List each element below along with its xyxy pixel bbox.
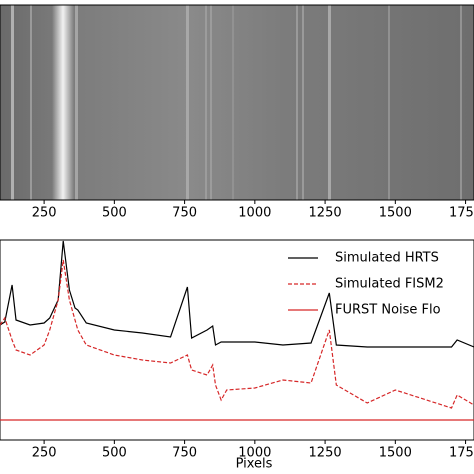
x-tick-label: 1000 (238, 206, 271, 221)
x-tick-label: 1750 (449, 206, 474, 221)
spectral-image (0, 4, 474, 201)
x-tick-label: 1000 (238, 446, 271, 461)
x-tick-label: 750 (172, 446, 197, 461)
x-tick-label: 500 (102, 206, 127, 221)
series-line (0, 240, 474, 348)
legend-label: FURST Noise Flo (335, 303, 441, 318)
legend-label: Simulated HRTS (335, 251, 439, 266)
x-tick-label: 250 (32, 446, 57, 461)
x-tick-label: 1250 (309, 206, 342, 221)
legend-label: Simulated FISM2 (335, 277, 444, 292)
plot-frame (0, 239, 474, 441)
series-line (0, 259, 474, 409)
x-tick-label: 250 (32, 206, 57, 221)
x-tick-label: 1250 (309, 446, 342, 461)
x-tick-label: 1500 (379, 446, 412, 461)
x-tick-label: 500 (102, 446, 127, 461)
x-tick-label: 1500 (379, 206, 412, 221)
x-tick-label: 1750 (449, 446, 474, 461)
x-axis-label: Pixels (236, 457, 273, 472)
x-tick-label: 750 (172, 206, 197, 221)
